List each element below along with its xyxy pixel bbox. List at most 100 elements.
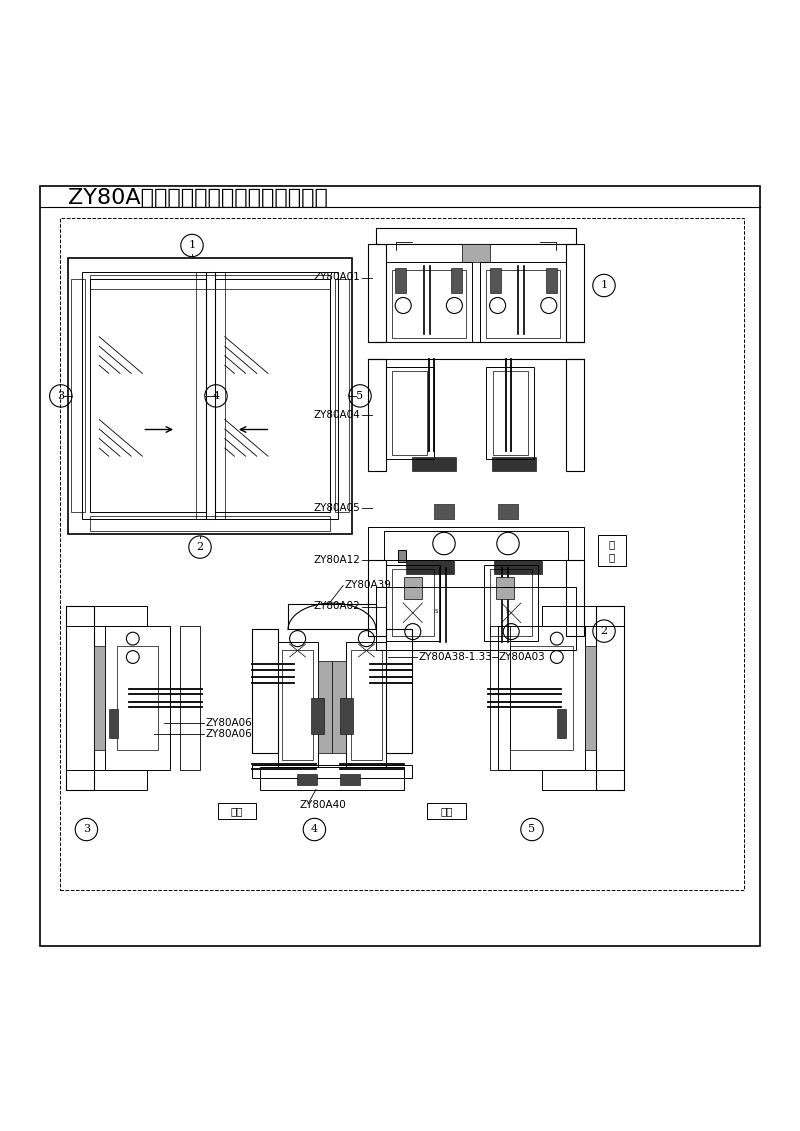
Text: 外: 外	[609, 552, 615, 562]
Bar	[351, 649, 382, 760]
Bar	[368, 527, 584, 560]
Bar	[392, 269, 466, 337]
Bar	[346, 642, 386, 768]
Bar	[252, 630, 278, 753]
Bar	[288, 604, 376, 630]
Text: ZY80A38-1.33: ZY80A38-1.33	[418, 651, 492, 662]
Bar	[82, 271, 338, 519]
Text: ZY80A02: ZY80A02	[314, 602, 360, 612]
Bar	[66, 605, 147, 625]
Bar	[566, 244, 584, 342]
Text: ZY80A39: ZY80A39	[345, 580, 392, 590]
Text: 3: 3	[83, 824, 90, 835]
Bar	[451, 268, 462, 294]
Bar	[368, 360, 386, 472]
Text: S: S	[506, 610, 509, 614]
Text: 1: 1	[189, 241, 195, 250]
Bar	[90, 279, 206, 512]
Bar	[498, 504, 518, 519]
Bar	[252, 766, 412, 778]
Bar	[376, 228, 576, 244]
Text: ZY80A01: ZY80A01	[314, 273, 360, 283]
Text: 5: 5	[357, 391, 363, 400]
Bar	[557, 708, 566, 739]
Bar	[179, 625, 200, 769]
Text: 室: 室	[609, 539, 615, 550]
Text: 5: 5	[529, 824, 535, 835]
Bar	[427, 803, 466, 819]
Text: ZY80A04: ZY80A04	[314, 411, 360, 420]
Text: ZY80A40: ZY80A40	[300, 801, 346, 811]
Text: 室外: 室外	[230, 806, 243, 817]
Text: ZY80A06: ZY80A06	[206, 718, 252, 728]
Bar	[395, 268, 406, 294]
Bar	[117, 646, 158, 750]
Bar	[404, 577, 422, 599]
Bar	[392, 569, 434, 636]
Bar	[90, 516, 330, 530]
Bar	[462, 244, 490, 261]
Bar	[332, 661, 346, 753]
Bar	[282, 649, 313, 760]
Bar	[398, 551, 406, 562]
Bar	[392, 371, 427, 455]
Bar	[406, 560, 454, 575]
Bar	[334, 279, 349, 512]
Text: ZY80A06: ZY80A06	[206, 729, 252, 740]
Bar	[585, 646, 596, 750]
Bar	[368, 560, 386, 636]
Text: ZY80A12: ZY80A12	[313, 555, 360, 566]
Bar	[542, 605, 624, 625]
Bar	[510, 646, 573, 750]
Bar	[376, 587, 576, 649]
Bar	[386, 261, 472, 342]
Bar	[486, 368, 534, 459]
Bar	[546, 268, 557, 294]
Text: 室外: 室外	[440, 806, 453, 817]
Bar	[215, 279, 330, 512]
Bar	[492, 457, 536, 472]
Bar	[496, 577, 514, 599]
Bar	[566, 560, 584, 636]
Bar	[486, 269, 560, 337]
Text: 1: 1	[601, 280, 607, 291]
Bar	[68, 258, 352, 534]
Bar	[566, 360, 584, 472]
Bar	[494, 560, 542, 575]
Bar	[368, 244, 386, 342]
Bar	[71, 279, 86, 512]
Bar	[542, 769, 624, 789]
Bar	[318, 661, 332, 753]
Bar	[490, 625, 510, 769]
Bar	[105, 625, 170, 769]
Bar	[260, 768, 404, 789]
Bar	[311, 698, 324, 734]
Bar	[94, 646, 105, 750]
Bar	[490, 569, 532, 636]
Bar	[386, 564, 440, 640]
Bar	[340, 698, 353, 734]
Bar	[412, 457, 456, 472]
Bar	[434, 504, 454, 519]
Bar	[278, 642, 318, 768]
Bar	[90, 275, 330, 290]
Bar	[66, 605, 94, 789]
Bar	[66, 769, 147, 789]
Bar	[384, 532, 568, 560]
Text: S: S	[435, 610, 438, 614]
Bar	[60, 217, 744, 889]
Bar	[340, 774, 360, 785]
Bar	[196, 271, 225, 519]
Bar	[596, 605, 624, 789]
Bar	[498, 625, 585, 769]
Text: 2: 2	[601, 627, 607, 636]
Text: 4: 4	[213, 391, 219, 400]
Bar	[386, 368, 434, 459]
Bar	[484, 564, 538, 640]
Text: ZY80A系列穿条隔热节能推拉窗结构图: ZY80A系列穿条隔热节能推拉窗结构图	[68, 188, 328, 207]
Bar	[480, 261, 566, 342]
Bar	[218, 803, 256, 819]
Bar	[297, 774, 317, 785]
Text: 4: 4	[311, 824, 318, 835]
Text: ZY80A03: ZY80A03	[498, 651, 545, 662]
